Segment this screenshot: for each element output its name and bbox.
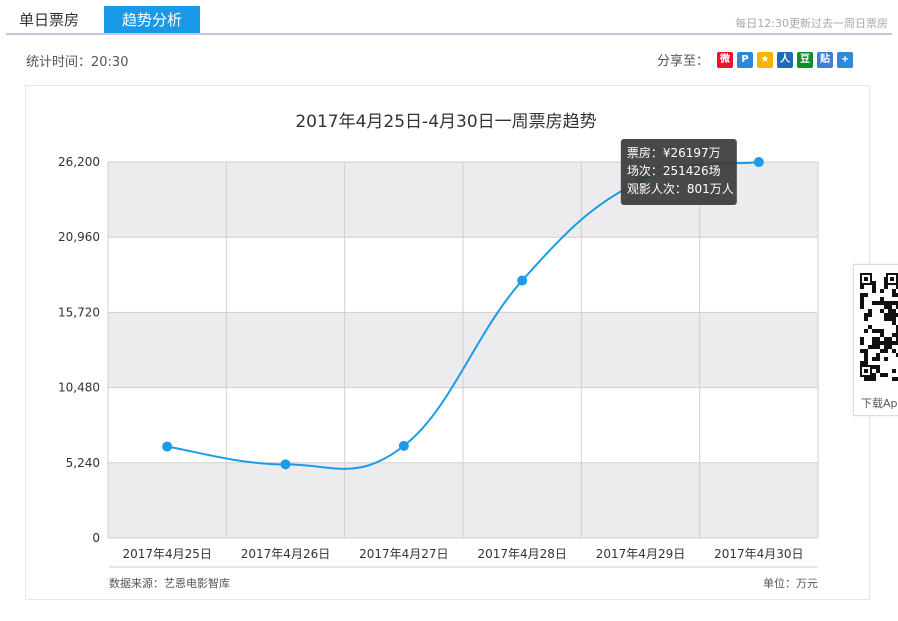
- x-tick-label: 2017年4月25日: [122, 547, 211, 561]
- y-tick-label: 0: [92, 531, 100, 545]
- tab-trend-analysis[interactable]: 趋势分析: [104, 6, 200, 34]
- y-tick-label: 10,480: [58, 381, 100, 395]
- plus-icon[interactable]: +: [837, 51, 854, 68]
- qr-panel[interactable]: 下载App: [853, 264, 898, 416]
- tooltip-box: [620, 139, 737, 206]
- chart-container: 2017年4月25日-4月30日一周票房趋势 0 5,240 10,480 15,72…: [25, 85, 870, 600]
- weibo-icon[interactable]: 微: [717, 51, 734, 68]
- data-point[interactable]: [753, 157, 764, 168]
- data-point[interactable]: [517, 275, 528, 286]
- y-tick-label: 20,960: [58, 230, 100, 244]
- unit-label: 单位：万元: [763, 576, 818, 590]
- renren-icon[interactable]: 人: [777, 51, 794, 68]
- x-tick-label: 2017年4月27日: [359, 547, 448, 561]
- data-point[interactable]: [162, 441, 173, 452]
- share-icons: 微 P ★ 人豆贴 +: [717, 51, 857, 68]
- x-axis-ticks: 2017年4月25日 2017年4月26日 2017年4月27日 2017年4月28日…: [122, 547, 803, 561]
- update-note: 每日12:30更新过去一周日票房: [735, 17, 888, 30]
- data-source: 数据来源：艺恩电影智库: [109, 576, 230, 590]
- tab-bar: 单日票房 趋势分析 每日12:30更新过去一周日票房: [0, 0, 898, 36]
- qr-code-icon: [860, 273, 898, 381]
- x-tick-label: 2017年4月26日: [241, 547, 330, 561]
- qzone-icon[interactable]: P: [737, 51, 754, 68]
- stat-time: 统计时间：20:30: [26, 55, 129, 70]
- grid-lines: [107, 161, 819, 539]
- douban-icon[interactable]: 豆: [797, 51, 814, 68]
- tooltip-line: 场次：251426场: [627, 164, 721, 178]
- qr-label: 下载App: [861, 397, 898, 410]
- x-tick-label: 2017年4月29日: [596, 547, 685, 561]
- data-point[interactable]: [398, 440, 409, 451]
- share-bar: 分享至： 微 P ★ 人豆贴 +: [657, 50, 857, 69]
- trend-chart: 2017年4月25日-4月30日一周票房趋势 0 5,240 10,480 15,72…: [58, 112, 819, 590]
- x-tick-label: 2017年4月28日: [477, 547, 566, 561]
- tab-daily-box-office[interactable]: 单日票房: [18, 11, 79, 29]
- data-point[interactable]: [280, 459, 291, 470]
- share-label: 分享至：: [657, 54, 710, 69]
- tab-underline: [6, 33, 892, 35]
- y-tick-label: 15,720: [58, 305, 100, 319]
- y-axis-ticks: 0 5,240 10,480 15,720 20,960 26,200: [58, 155, 100, 545]
- y-tick-label: 26,200: [58, 155, 100, 169]
- tieba-icon[interactable]: 贴: [817, 51, 834, 68]
- tooltip-line: 票房：¥26197万: [627, 145, 721, 160]
- star-icon[interactable]: ★: [757, 51, 774, 68]
- chart-title: 2017年4月25日-4月30日一周票房趋势: [295, 112, 596, 132]
- tooltip-line: 观影人次：801万人: [627, 182, 734, 196]
- x-tick-label: 2017年4月30日: [714, 547, 803, 561]
- y-tick-label: 5,240: [66, 456, 100, 470]
